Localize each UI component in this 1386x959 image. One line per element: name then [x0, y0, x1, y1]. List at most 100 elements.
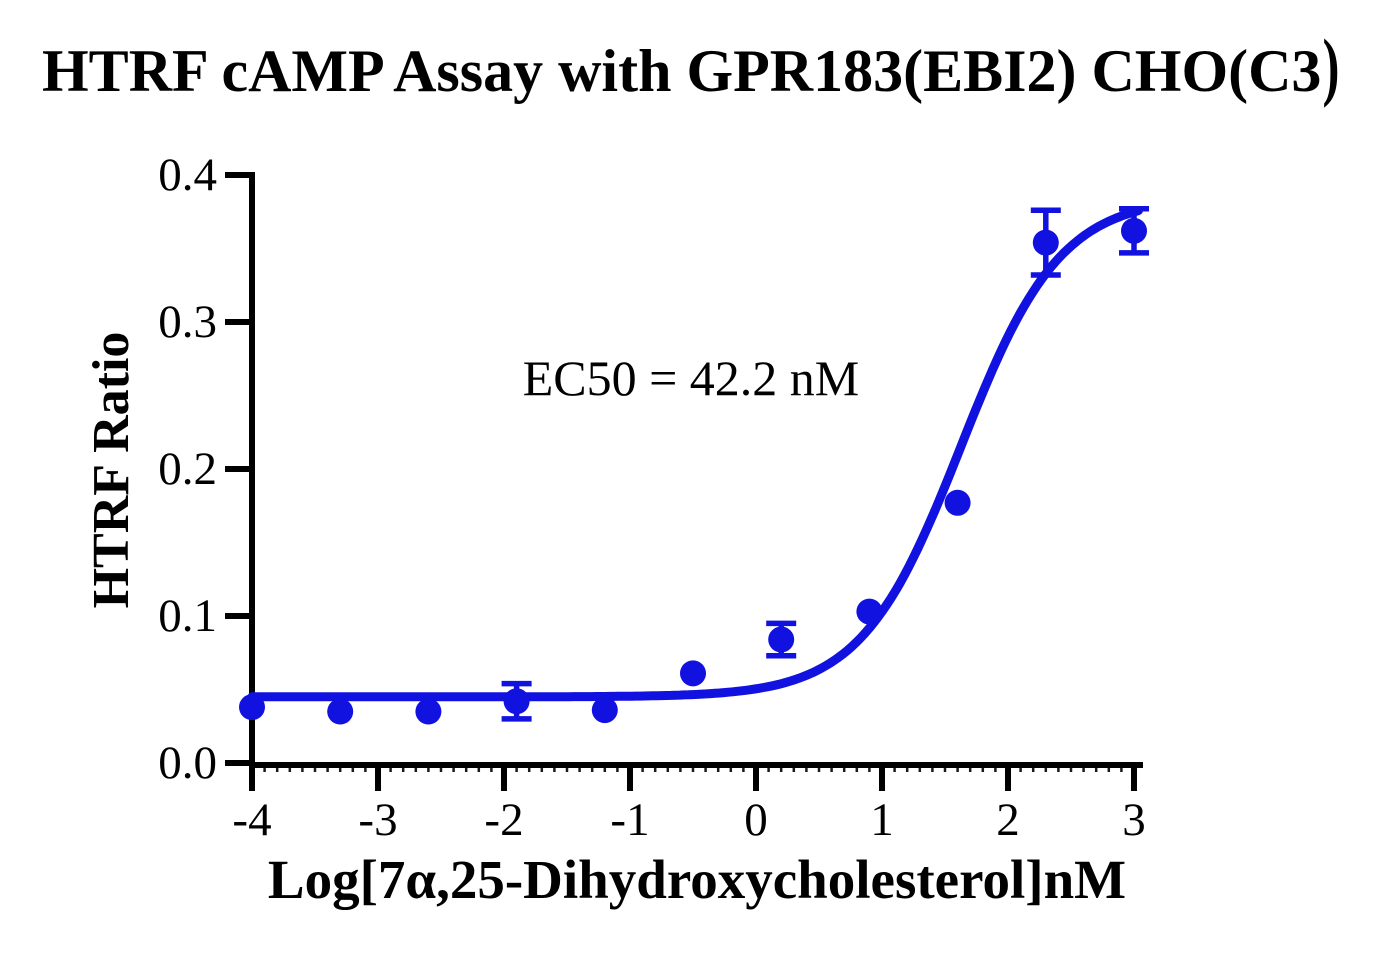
x-axis-minor-tick	[275, 766, 279, 772]
y-axis-tick	[225, 172, 252, 178]
x-axis-tick	[501, 765, 507, 791]
x-axis-tick	[249, 765, 255, 791]
data-point	[327, 698, 354, 725]
x-axis-minor-tick	[301, 766, 304, 772]
ec50-annotation: EC50 = 42.2 nM	[522, 350, 860, 406]
x-axis-minor-tick	[565, 766, 569, 772]
x-axis-minor-tick	[1044, 766, 1048, 772]
y-axis-title: HTRF Ratio	[83, 331, 140, 609]
x-axis-minor-tick	[414, 766, 418, 772]
y-axis-tick	[225, 613, 252, 619]
x-axis-minor-tick	[842, 766, 846, 772]
x-axis-minor-tick	[666, 766, 670, 772]
data-point	[768, 626, 795, 653]
x-axis-minor-tick	[716, 766, 720, 772]
x-axis-minor-tick	[1019, 766, 1022, 772]
x-axis-minor-tick	[313, 766, 317, 772]
data-point	[944, 489, 971, 516]
x-axis-tick	[879, 765, 885, 791]
x-axis-minor-tick	[616, 766, 619, 772]
x-tick-label-1: 1	[870, 794, 894, 846]
x-axis-minor-tick	[527, 766, 531, 772]
data-point	[1032, 229, 1059, 256]
x-axis-title: Log[7α,25-Dihydroxycholesterol]nM	[267, 849, 1127, 910]
data-point	[239, 694, 265, 721]
data-point	[503, 688, 530, 715]
x-axis-minor-tick	[540, 766, 544, 772]
x-tick-label-3: 3	[1122, 794, 1146, 846]
x-axis-minor-tick	[1107, 766, 1111, 772]
x-axis-minor-tick	[653, 766, 657, 772]
x-axis-minor-tick	[968, 766, 972, 772]
x-axis-minor-tick	[1031, 766, 1035, 772]
x-axis-minor-tick	[767, 766, 770, 772]
x-axis-minor-tick	[830, 766, 833, 772]
x-axis-minor-tick	[817, 766, 821, 772]
data-point	[1121, 217, 1147, 244]
x-axis-minor-tick	[855, 766, 859, 772]
data-point	[415, 698, 442, 725]
x-axis-minor-tick	[389, 766, 392, 772]
fit-curve	[247, 206, 1143, 702]
x-axis-minor-tick	[792, 766, 796, 772]
x-axis-minor-tick	[679, 766, 682, 772]
x-axis-minor-tick	[729, 766, 733, 772]
y-tick-label-0.3: 0.3	[158, 296, 217, 348]
chart-title-text: HTRF cAMP Assay with GPR183(EBI2) CHO(C3	[42, 38, 1322, 104]
x-axis-minor-tick	[805, 766, 808, 772]
x-axis-minor-tick	[893, 766, 896, 772]
x-axis-minor-tick	[263, 766, 266, 772]
x-axis-minor-tick	[1094, 766, 1098, 772]
x-axis-minor-tick	[943, 766, 947, 772]
x-axis-minor-tick	[464, 766, 468, 772]
x-axis-minor-tick	[931, 766, 934, 772]
x-tick-label--1: -1	[610, 794, 650, 846]
x-tick-label-0: 0	[744, 794, 768, 846]
x-axis-minor-tick	[553, 766, 556, 772]
chart-title-close-paren: )	[1322, 23, 1340, 109]
data-point	[856, 598, 883, 625]
x-axis-minor-tick	[981, 766, 985, 772]
data-point	[680, 660, 706, 687]
x-axis-minor-tick	[439, 766, 443, 772]
y-axis-tick	[225, 319, 252, 325]
x-axis-minor-tick	[994, 766, 997, 772]
x-axis-minor-tick	[1069, 766, 1073, 772]
x-axis-minor-tick	[1082, 766, 1085, 772]
x-axis-minor-tick	[1057, 766, 1060, 772]
x-axis-minor-tick	[452, 766, 455, 772]
x-axis-minor-tick	[351, 766, 355, 772]
x-axis-minor-tick	[868, 766, 871, 772]
x-axis-minor-tick	[477, 766, 481, 772]
x-axis-minor-tick	[578, 766, 581, 772]
x-axis-minor-tick	[427, 766, 430, 772]
x-axis-minor-tick	[364, 766, 367, 772]
y-tick-label-0.2: 0.2	[158, 443, 217, 495]
x-axis-minor-tick	[288, 766, 292, 772]
x-axis-minor-tick	[691, 766, 695, 772]
x-tick-label--4: -4	[232, 794, 272, 846]
y-tick-label-0.0: 0.0	[158, 737, 217, 789]
x-axis-minor-tick	[704, 766, 707, 772]
data-point	[591, 697, 618, 724]
x-axis-minor-tick	[641, 766, 644, 772]
x-axis-minor-tick	[590, 766, 594, 772]
x-axis-minor-tick	[603, 766, 607, 772]
x-axis-minor-tick	[956, 766, 959, 772]
x-axis-tick	[627, 765, 633, 791]
x-axis-minor-tick	[918, 766, 922, 772]
y-tick-label-0.1: 0.1	[158, 590, 217, 642]
x-axis-minor-tick	[1120, 766, 1123, 772]
y-tick-label-0.4: 0.4	[158, 149, 217, 201]
x-tick-label-2: 2	[996, 794, 1020, 846]
x-axis-minor-tick	[905, 766, 909, 772]
x-axis-tick	[1005, 765, 1011, 791]
chart-title: HTRF cAMP Assay with GPR183(EBI2) CHO(C3…	[42, 27, 1341, 104]
x-axis-tick	[1131, 765, 1137, 791]
x-axis-minor-tick	[401, 766, 405, 772]
x-axis-minor-tick	[338, 766, 342, 772]
y-axis-tick	[225, 760, 252, 766]
x-axis-minor-tick	[326, 766, 329, 772]
